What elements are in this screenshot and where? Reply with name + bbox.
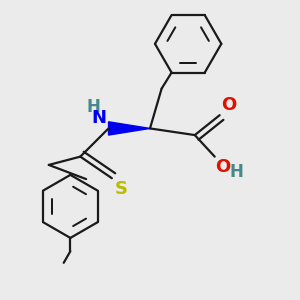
Polygon shape — [109, 122, 150, 135]
Text: H: H — [230, 163, 244, 181]
Text: N: N — [92, 109, 107, 127]
Text: S: S — [115, 180, 128, 198]
Text: O: O — [221, 95, 237, 113]
Text: H: H — [87, 98, 100, 116]
Text: O: O — [215, 158, 231, 176]
